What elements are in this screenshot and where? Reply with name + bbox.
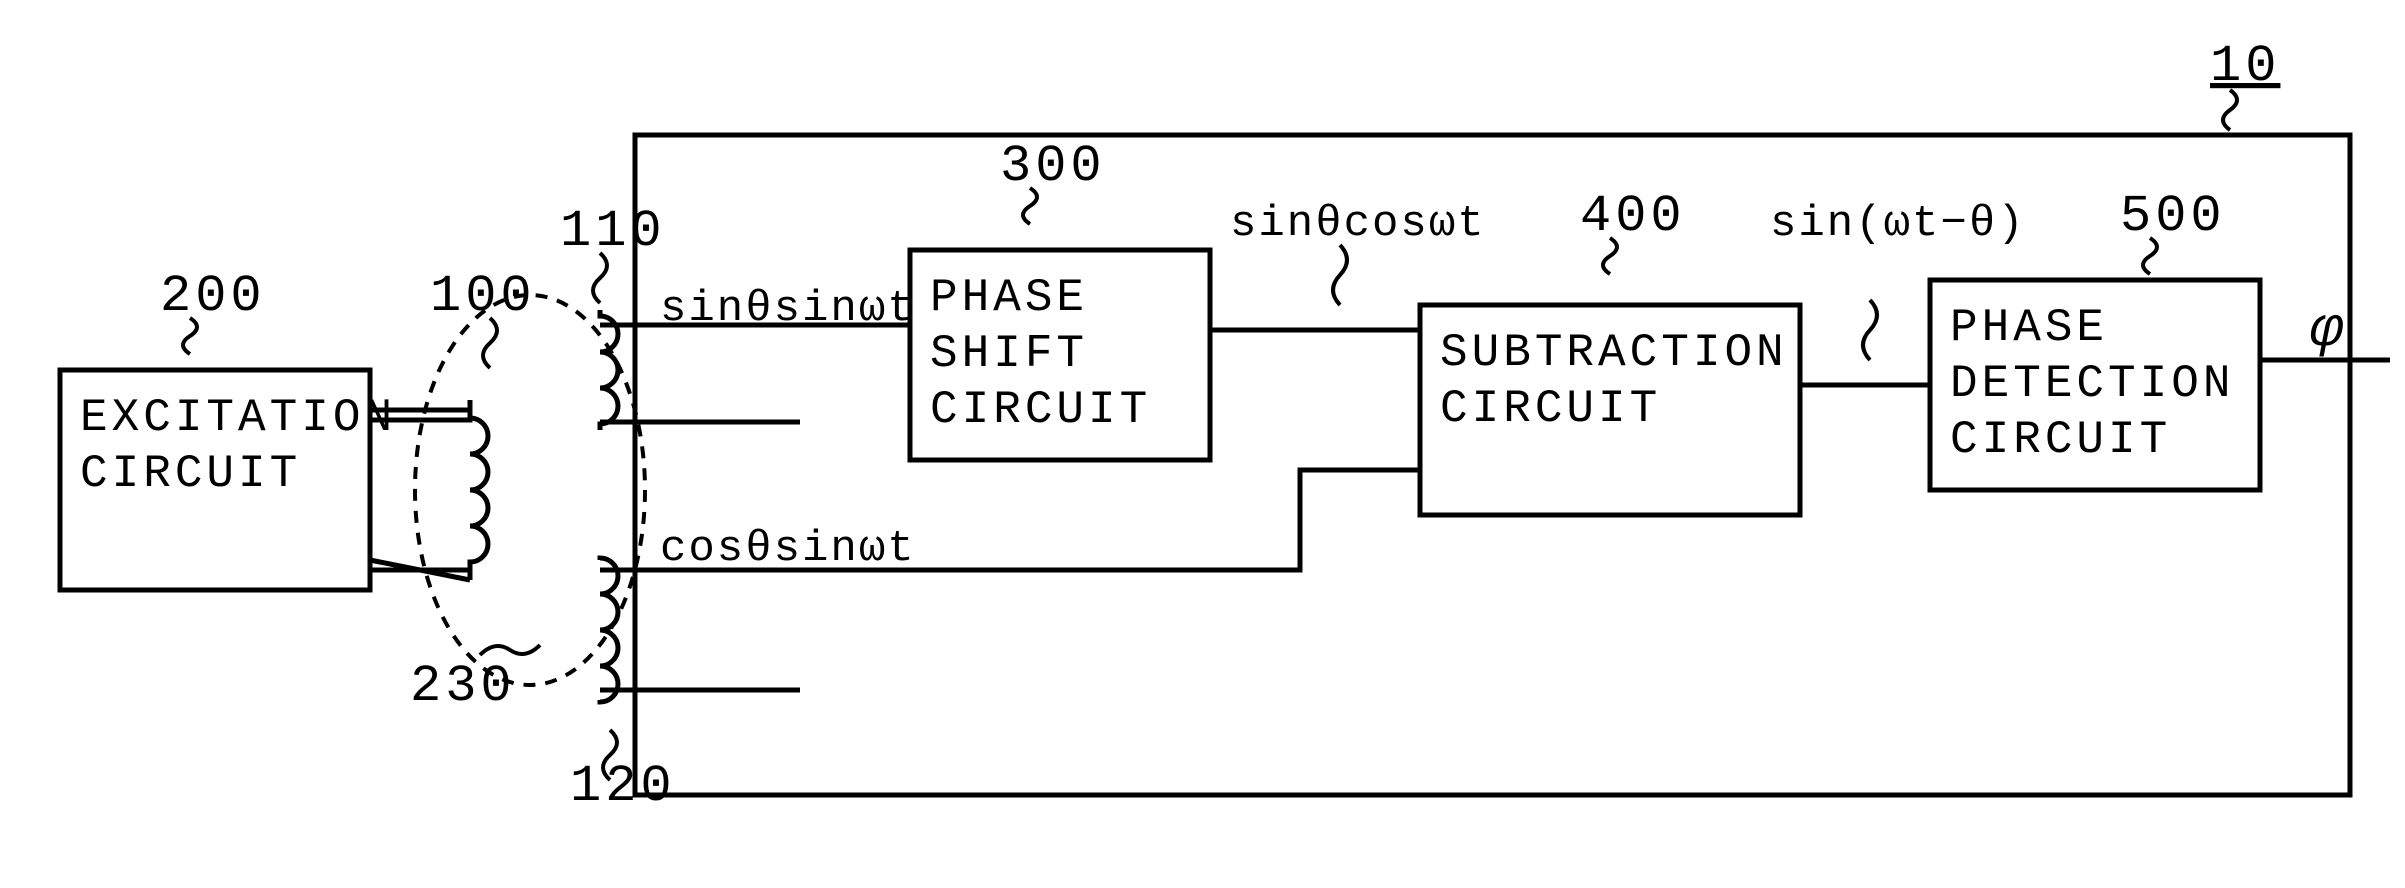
svg-text:PHASE: PHASE bbox=[1950, 302, 2108, 354]
svg-text:PHASE: PHASE bbox=[930, 272, 1088, 324]
svg-text:DETECTION: DETECTION bbox=[1950, 358, 2234, 410]
svg-text:SHIFT: SHIFT bbox=[930, 328, 1088, 380]
svg-text:cosθsinωt: cosθsinωt bbox=[660, 524, 916, 574]
svg-text:230: 230 bbox=[410, 657, 516, 716]
svg-text:CIRCUIT: CIRCUIT bbox=[1950, 414, 2171, 466]
svg-text:EXCITATION: EXCITATION bbox=[80, 392, 396, 444]
svg-text:CIRCUIT: CIRCUIT bbox=[1440, 383, 1661, 435]
svg-text:400: 400 bbox=[1580, 187, 1686, 246]
svg-text:120: 120 bbox=[570, 757, 676, 816]
svg-text:110: 110 bbox=[560, 202, 666, 261]
svg-text:sinθcosωt: sinθcosωt bbox=[1230, 199, 1486, 249]
svg-text:CIRCUIT: CIRCUIT bbox=[80, 448, 301, 500]
svg-text:φ: φ bbox=[2310, 298, 2344, 362]
svg-text:100: 100 bbox=[430, 267, 536, 326]
svg-text:sinθsinωt: sinθsinωt bbox=[660, 284, 916, 334]
svg-text:SUBTRACTION: SUBTRACTION bbox=[1440, 327, 1788, 379]
svg-text:500: 500 bbox=[2120, 187, 2226, 246]
svg-text:10: 10 bbox=[2210, 37, 2280, 96]
svg-text:sin(ωt−θ): sin(ωt−θ) bbox=[1770, 199, 2026, 249]
svg-text:300: 300 bbox=[1000, 137, 1106, 196]
svg-text:200: 200 bbox=[160, 267, 266, 326]
svg-text:CIRCUIT: CIRCUIT bbox=[930, 384, 1151, 436]
